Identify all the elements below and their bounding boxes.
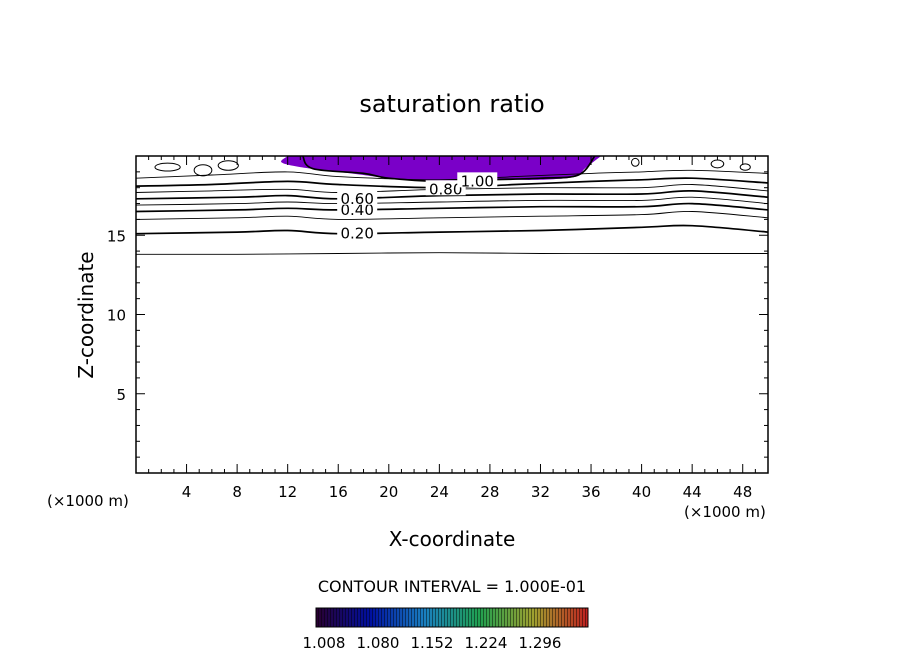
x-tick-label: 40 [632, 483, 651, 501]
contour-interval-text: CONTOUR INTERVAL = 1.000E-01 [318, 577, 586, 596]
y-tick-label: 5 [116, 386, 126, 404]
contour-label-bg [337, 224, 378, 240]
x-axis-unit-left: (×1000 m) [47, 492, 129, 510]
contour-line-0.20 [136, 224, 768, 235]
x-tick-label: 36 [581, 483, 600, 501]
x-tick-label: 4 [182, 483, 192, 501]
y-tick-label: 10 [107, 307, 126, 325]
colorbar-label: 1.296 [519, 634, 562, 652]
colorbar-label: 1.008 [303, 634, 346, 652]
y-tick-label: 15 [107, 227, 126, 245]
supersaturated-region [281, 156, 602, 182]
contour-blob [739, 163, 751, 171]
contour-label-bg [337, 189, 378, 205]
y-axis-label: Z-coordinate [74, 251, 98, 378]
chart-title: saturation ratio [359, 90, 544, 118]
x-tick-label: 44 [683, 483, 702, 501]
contour-label-bg [425, 180, 466, 196]
x-tick-label: 20 [379, 483, 398, 501]
contour-label-bg [457, 172, 498, 188]
x-axis-label: X-coordinate [389, 527, 516, 551]
contour-line-0.10 [136, 252, 768, 255]
contour-line-0.50 [136, 196, 768, 206]
contour-label: 0.20 [340, 225, 373, 243]
colorbar-stripes [316, 608, 588, 627]
colorbar: 1.008 1.080 1.152 1.224 1.296 [303, 607, 589, 652]
x-tick-label: 24 [430, 483, 449, 501]
x-tick-label: 8 [232, 483, 242, 501]
colorbar-label: 1.152 [411, 634, 454, 652]
contour-blob [630, 157, 640, 167]
x-axis-unit-right: (×1000 m) [684, 503, 766, 521]
contour-label: 1.00 [461, 172, 494, 190]
x-tick-label: 48 [733, 483, 752, 501]
plot-area: 0.20 0.400.60 0.801.00 [136, 156, 768, 255]
contour-label: 0.40 [340, 201, 373, 219]
contour-blob [154, 162, 181, 172]
colorbar-label: 1.080 [357, 634, 400, 652]
contour-label: 0.80 [429, 180, 462, 198]
x-tick-label: 16 [329, 483, 348, 501]
x-tick-label: 12 [278, 483, 297, 501]
contour-blob [217, 160, 239, 171]
x-tick-label: 28 [480, 483, 499, 501]
contour-line-0.60 [136, 189, 768, 200]
contour-label: 0.60 [340, 190, 373, 208]
contour-line-0.40 [136, 202, 768, 213]
colorbar-label: 1.224 [465, 634, 508, 652]
contour-line-0.30 [136, 210, 768, 220]
contour-blob [710, 159, 725, 169]
colorbar-border [315, 607, 589, 628]
x-tick-label: 32 [531, 483, 550, 501]
colorbar-labels: 1.008 1.080 1.152 1.224 1.296 [303, 634, 562, 652]
contour-blob [193, 164, 213, 177]
